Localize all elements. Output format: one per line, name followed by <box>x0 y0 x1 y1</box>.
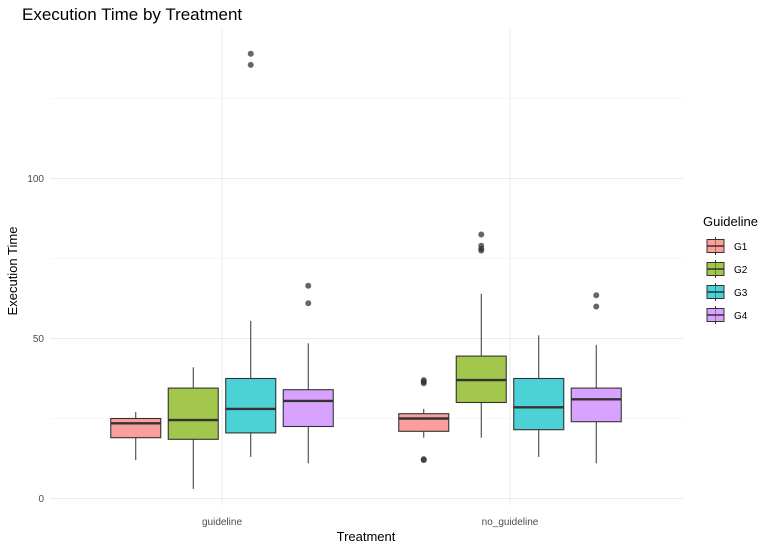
y-axis-title: Execution Time <box>5 227 20 316</box>
x-tick-label: no_guideline <box>482 517 539 528</box>
box-G1-guideline <box>110 412 162 461</box>
grid-lines <box>50 28 683 505</box>
box-iqr <box>513 377 565 431</box>
outlier-point <box>478 231 485 238</box>
box-iqr <box>225 377 277 434</box>
x-tick-label: guideline <box>202 517 242 528</box>
x-axis-ticks: guideline no_guideline <box>202 517 539 528</box>
legend-label: G3 <box>734 288 748 299</box>
y-tick-label: 100 <box>27 174 44 185</box>
box-G4-no_guideline <box>570 292 622 464</box>
legend-item-G2: G2 <box>706 260 748 278</box>
box-iqr <box>398 413 450 432</box>
outlier-point <box>478 242 485 249</box>
series-G4 <box>282 282 622 464</box>
outlier-point <box>247 50 254 57</box>
box-iqr <box>570 387 622 423</box>
x-axis-title: Treatment <box>337 529 396 544</box>
box-G2-guideline <box>167 367 219 489</box>
series-G3 <box>225 50 565 457</box>
legend-label: G4 <box>734 311 748 322</box>
y-tick-label: 50 <box>33 334 45 345</box>
box-iqr <box>167 387 219 440</box>
box-G1-no_guideline <box>398 377 450 464</box>
y-tick-label: 0 <box>38 494 44 505</box>
outlier-point <box>305 300 312 307</box>
outlier-point <box>420 456 427 463</box>
legend-item-G1: G1 <box>706 237 748 255</box>
legend-item-G3: G3 <box>706 283 748 301</box>
outlier-point <box>305 282 312 289</box>
series-G1 <box>110 377 450 464</box>
box-iqr <box>282 389 334 428</box>
outlier-point <box>593 303 600 310</box>
legend-label: G1 <box>734 242 748 253</box>
legend-label: G2 <box>734 265 748 276</box>
box-series <box>110 50 622 489</box>
outlier-point <box>247 61 254 68</box>
chart-title: Execution Time by Treatment <box>22 5 242 24</box>
y-axis-ticks: 0 50 100 <box>27 174 44 505</box>
box-G4-guideline <box>282 282 334 464</box>
box-iqr <box>110 417 162 439</box>
legend: Guideline G1 G2 G3 G4 <box>703 214 758 324</box>
box-G2-no_guideline <box>455 231 507 438</box>
outlier-point <box>420 377 427 384</box>
series-G2 <box>167 231 507 489</box>
box-G3-no_guideline <box>513 335 565 457</box>
legend-item-G4: G4 <box>706 306 748 324</box>
legend-title: Guideline <box>703 214 758 229</box>
outlier-point <box>593 292 600 299</box>
box-G3-guideline <box>225 50 277 457</box>
